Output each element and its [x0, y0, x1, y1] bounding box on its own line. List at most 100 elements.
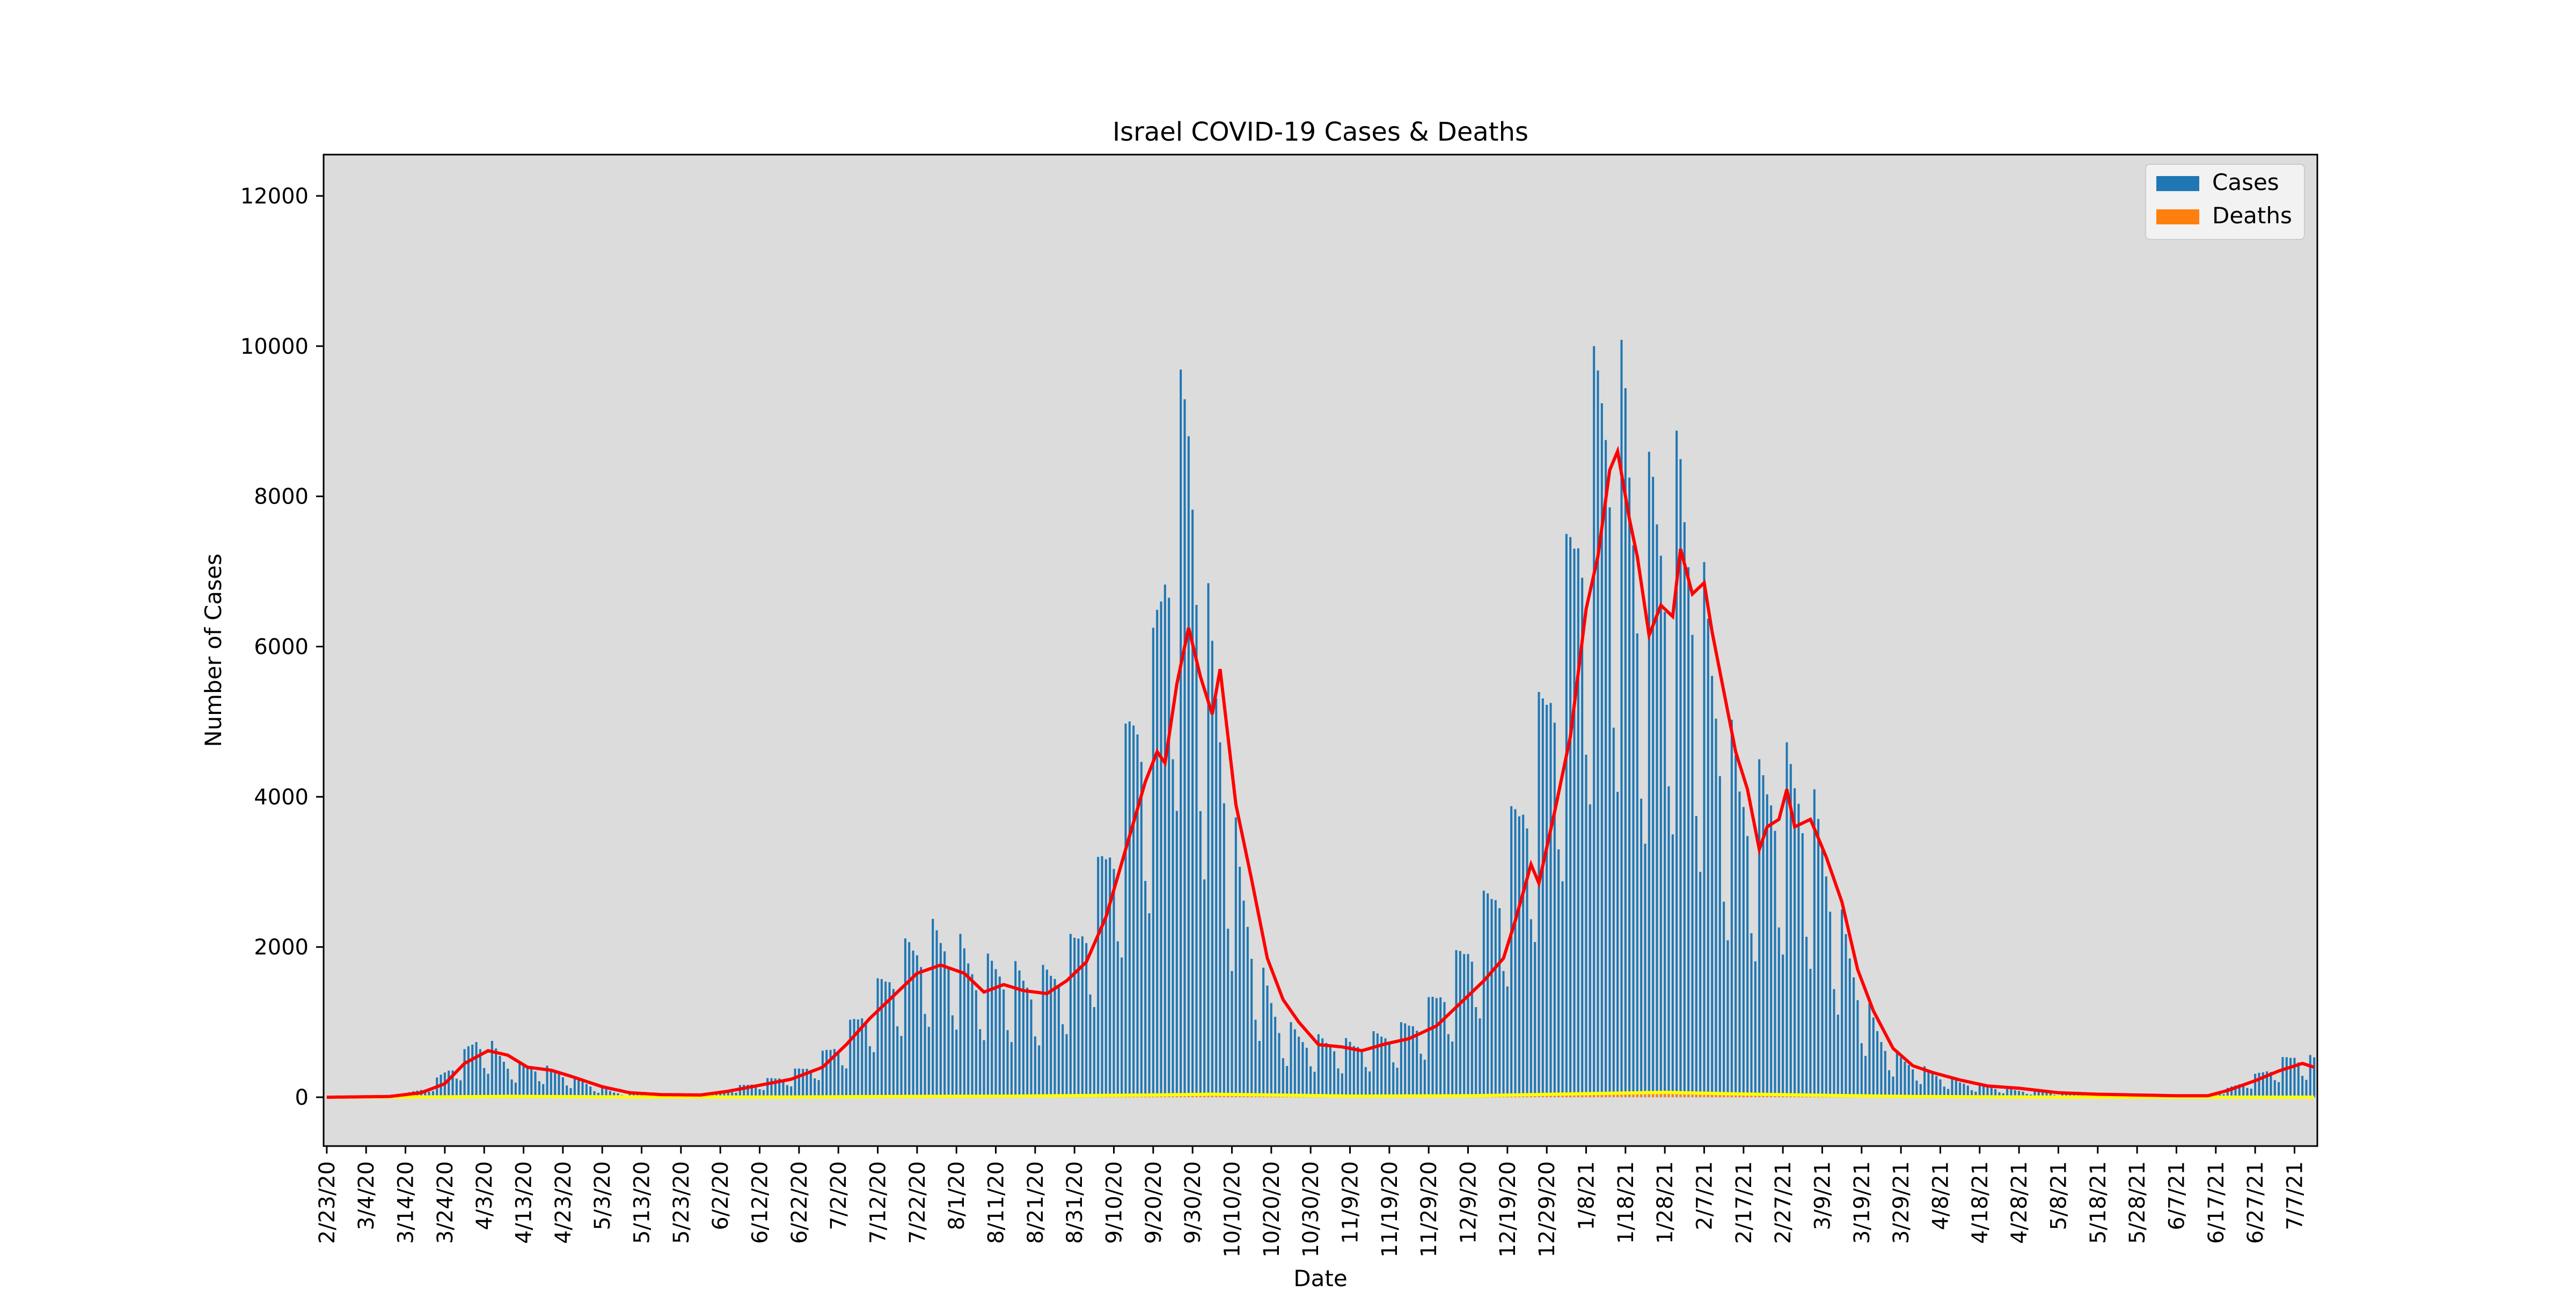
cases-bar [1377, 1033, 1379, 1097]
cases-bar [1065, 1034, 1067, 1098]
cases-bar [1093, 1007, 1095, 1097]
y-tick-label: 0 [295, 1085, 309, 1110]
cases-bar [1089, 995, 1091, 1097]
x-tick-label: 8/21/20 [1023, 1161, 1048, 1244]
cases-bar [1451, 1041, 1453, 1097]
cases-bar [924, 1014, 926, 1097]
cases-bar [1758, 759, 1760, 1097]
cases-bar [2297, 1062, 2300, 1097]
cases-bar [1908, 1065, 1910, 1097]
cases-bar [1176, 811, 1178, 1097]
y-tick-label: 2000 [254, 935, 309, 960]
cases-bar [1915, 1081, 1918, 1097]
cases-bar [865, 1021, 867, 1097]
cases-bar [1294, 1029, 1296, 1097]
x-tick-label: 1/18/21 [1614, 1161, 1638, 1244]
cases-bar [1274, 1017, 1276, 1097]
cases-bar [1856, 1000, 1858, 1097]
y-tick-label: 12000 [240, 184, 309, 209]
cases-bar [1109, 857, 1111, 1097]
cases-bar [1124, 724, 1126, 1097]
cases-bar [1002, 989, 1005, 1097]
cases-bar [1573, 549, 1575, 1097]
cases-bar [1242, 901, 1245, 1097]
cases-bar [881, 979, 883, 1097]
cases-bar [1384, 1038, 1386, 1097]
cases-bar [1931, 1073, 1934, 1097]
cases-bar [1160, 602, 1162, 1098]
cases-bar [983, 1040, 985, 1097]
cases-bar [1951, 1078, 1953, 1097]
cases-bar [1270, 1003, 1272, 1097]
cases-bar [2293, 1058, 2295, 1097]
cases-bar [1620, 340, 1622, 1097]
cases-bar [1073, 938, 1075, 1097]
cases-bar [1188, 436, 1190, 1097]
cases-bar [948, 966, 950, 1097]
cases-bar [1569, 537, 1571, 1098]
cases-bar [1794, 788, 1796, 1097]
x-tick-label: 3/29/21 [1889, 1161, 1914, 1244]
cases-bar [798, 1069, 800, 1098]
cases-bar [467, 1046, 470, 1097]
cases-bar [577, 1079, 580, 1097]
cases-bar [1900, 1057, 1902, 1097]
cases-bar [1325, 1043, 1327, 1097]
cases-bar [1880, 1042, 1882, 1097]
cases-bar [766, 1078, 769, 1097]
cases-bar [1853, 978, 1855, 1097]
x-tick-label: 4/28/21 [2007, 1161, 2032, 1244]
x-tick-label: 10/20/20 [1260, 1161, 1284, 1258]
x-tick-label: 7/12/20 [866, 1161, 891, 1244]
x-tick-label: 3/19/21 [1850, 1161, 1875, 1244]
cases-bar [1372, 1031, 1374, 1097]
cases-bar [1250, 959, 1253, 1097]
x-tick-label: 11/29/20 [1417, 1161, 1441, 1258]
cases-bar [1691, 635, 1693, 1097]
cases-bar [1129, 721, 1131, 1097]
cases-bar [1463, 954, 1465, 1097]
cases-bar [562, 1077, 564, 1097]
cases-bar [459, 1081, 462, 1097]
cases-bar [1223, 803, 1225, 1097]
cases-bar [1549, 703, 1552, 1097]
cases-bar [936, 930, 938, 1097]
cases-bar [1227, 929, 1229, 1097]
cases-bar [1778, 928, 1780, 1097]
cases-bar [1738, 792, 1740, 1097]
cases-bar [1282, 1058, 1284, 1097]
cases-bar [794, 1069, 796, 1097]
cases-bar [1164, 585, 1166, 1097]
cases-bar [471, 1045, 473, 1097]
x-tick-label: 12/29/20 [1535, 1161, 1560, 1258]
cases-bar [582, 1082, 584, 1097]
cases-bar [1022, 981, 1024, 1097]
x-tick-label: 3/14/20 [394, 1161, 419, 1244]
cases-bar [1471, 961, 1473, 1097]
cases-bar [530, 1068, 532, 1097]
cases-bar [1884, 1051, 1886, 1097]
cases-bar [967, 964, 969, 1097]
cases-bar [912, 951, 914, 1097]
cases-bar [1439, 997, 1441, 1097]
cases-bar [1053, 979, 1056, 1097]
x-tick-label: 5/18/21 [2086, 1161, 2111, 1244]
x-tick-label: 8/31/20 [1063, 1161, 1087, 1244]
x-tick-label: 6/22/20 [787, 1161, 812, 1244]
cases-bar [1719, 776, 1721, 1097]
cases-bar [558, 1074, 560, 1097]
cases-bar [1675, 431, 1678, 1097]
cases-bar [1754, 961, 1757, 1097]
cases-bar [1782, 954, 1784, 1097]
cases-bar [1306, 1048, 1308, 1097]
cases-bar [1046, 969, 1048, 1097]
cases-bar [1518, 816, 1520, 1097]
cases-bar [1664, 612, 1666, 1097]
cases-bar [1797, 804, 1799, 1098]
cases-bar [810, 1070, 812, 1098]
cases-bar [1321, 1038, 1323, 1097]
x-tick-label: 3/4/20 [354, 1161, 379, 1230]
